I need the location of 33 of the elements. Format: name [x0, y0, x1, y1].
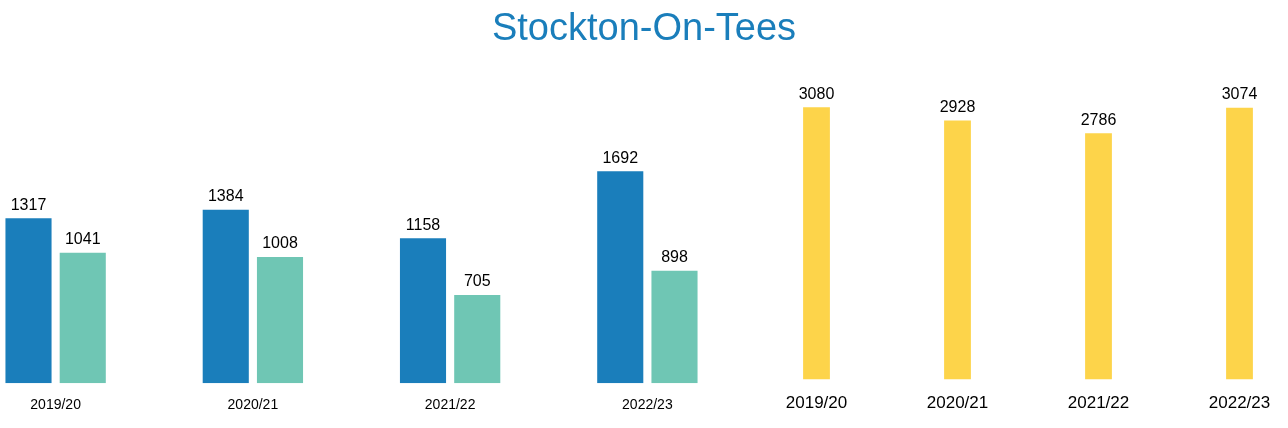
bar [202, 209, 249, 384]
x-tick-label: 2019/20 [785, 393, 848, 413]
x-tick-label: 2020/21 [227, 396, 279, 413]
data-label: 1041 [64, 230, 101, 248]
bar [256, 256, 304, 384]
bar [454, 294, 501, 384]
x-tick-label: 2021/22 [1067, 393, 1130, 413]
x-tick-label: 2022/23 [1208, 393, 1271, 413]
data-label: 1158 [405, 215, 441, 233]
data-label: 3074 [1221, 85, 1258, 103]
data-label: 898 [661, 248, 688, 266]
bar [5, 218, 52, 384]
data-label: 705 [463, 272, 491, 290]
data-label: 1008 [262, 234, 298, 252]
x-tick-label: 2020/21 [926, 393, 989, 413]
bar [1226, 107, 1253, 380]
data-label: 1384 [207, 187, 244, 205]
chart-title: Stockton-On-Tees [490, 6, 798, 49]
x-tick-label: 2022/23 [622, 396, 673, 413]
data-label: 2928 [939, 98, 976, 115]
data-label: 1317 [10, 195, 47, 213]
data-label: 2786 [1080, 110, 1117, 128]
bar [803, 107, 830, 380]
bar [651, 270, 698, 384]
bar [59, 252, 106, 384]
bar [1085, 133, 1112, 380]
x-tick-label: 2019/20 [30, 396, 82, 413]
bar [944, 120, 971, 380]
bar [597, 171, 644, 384]
x-tick-label: 2021/22 [424, 396, 476, 413]
bar [399, 238, 447, 384]
data-label: 1692 [602, 148, 639, 166]
data-label: 3080 [798, 84, 835, 102]
